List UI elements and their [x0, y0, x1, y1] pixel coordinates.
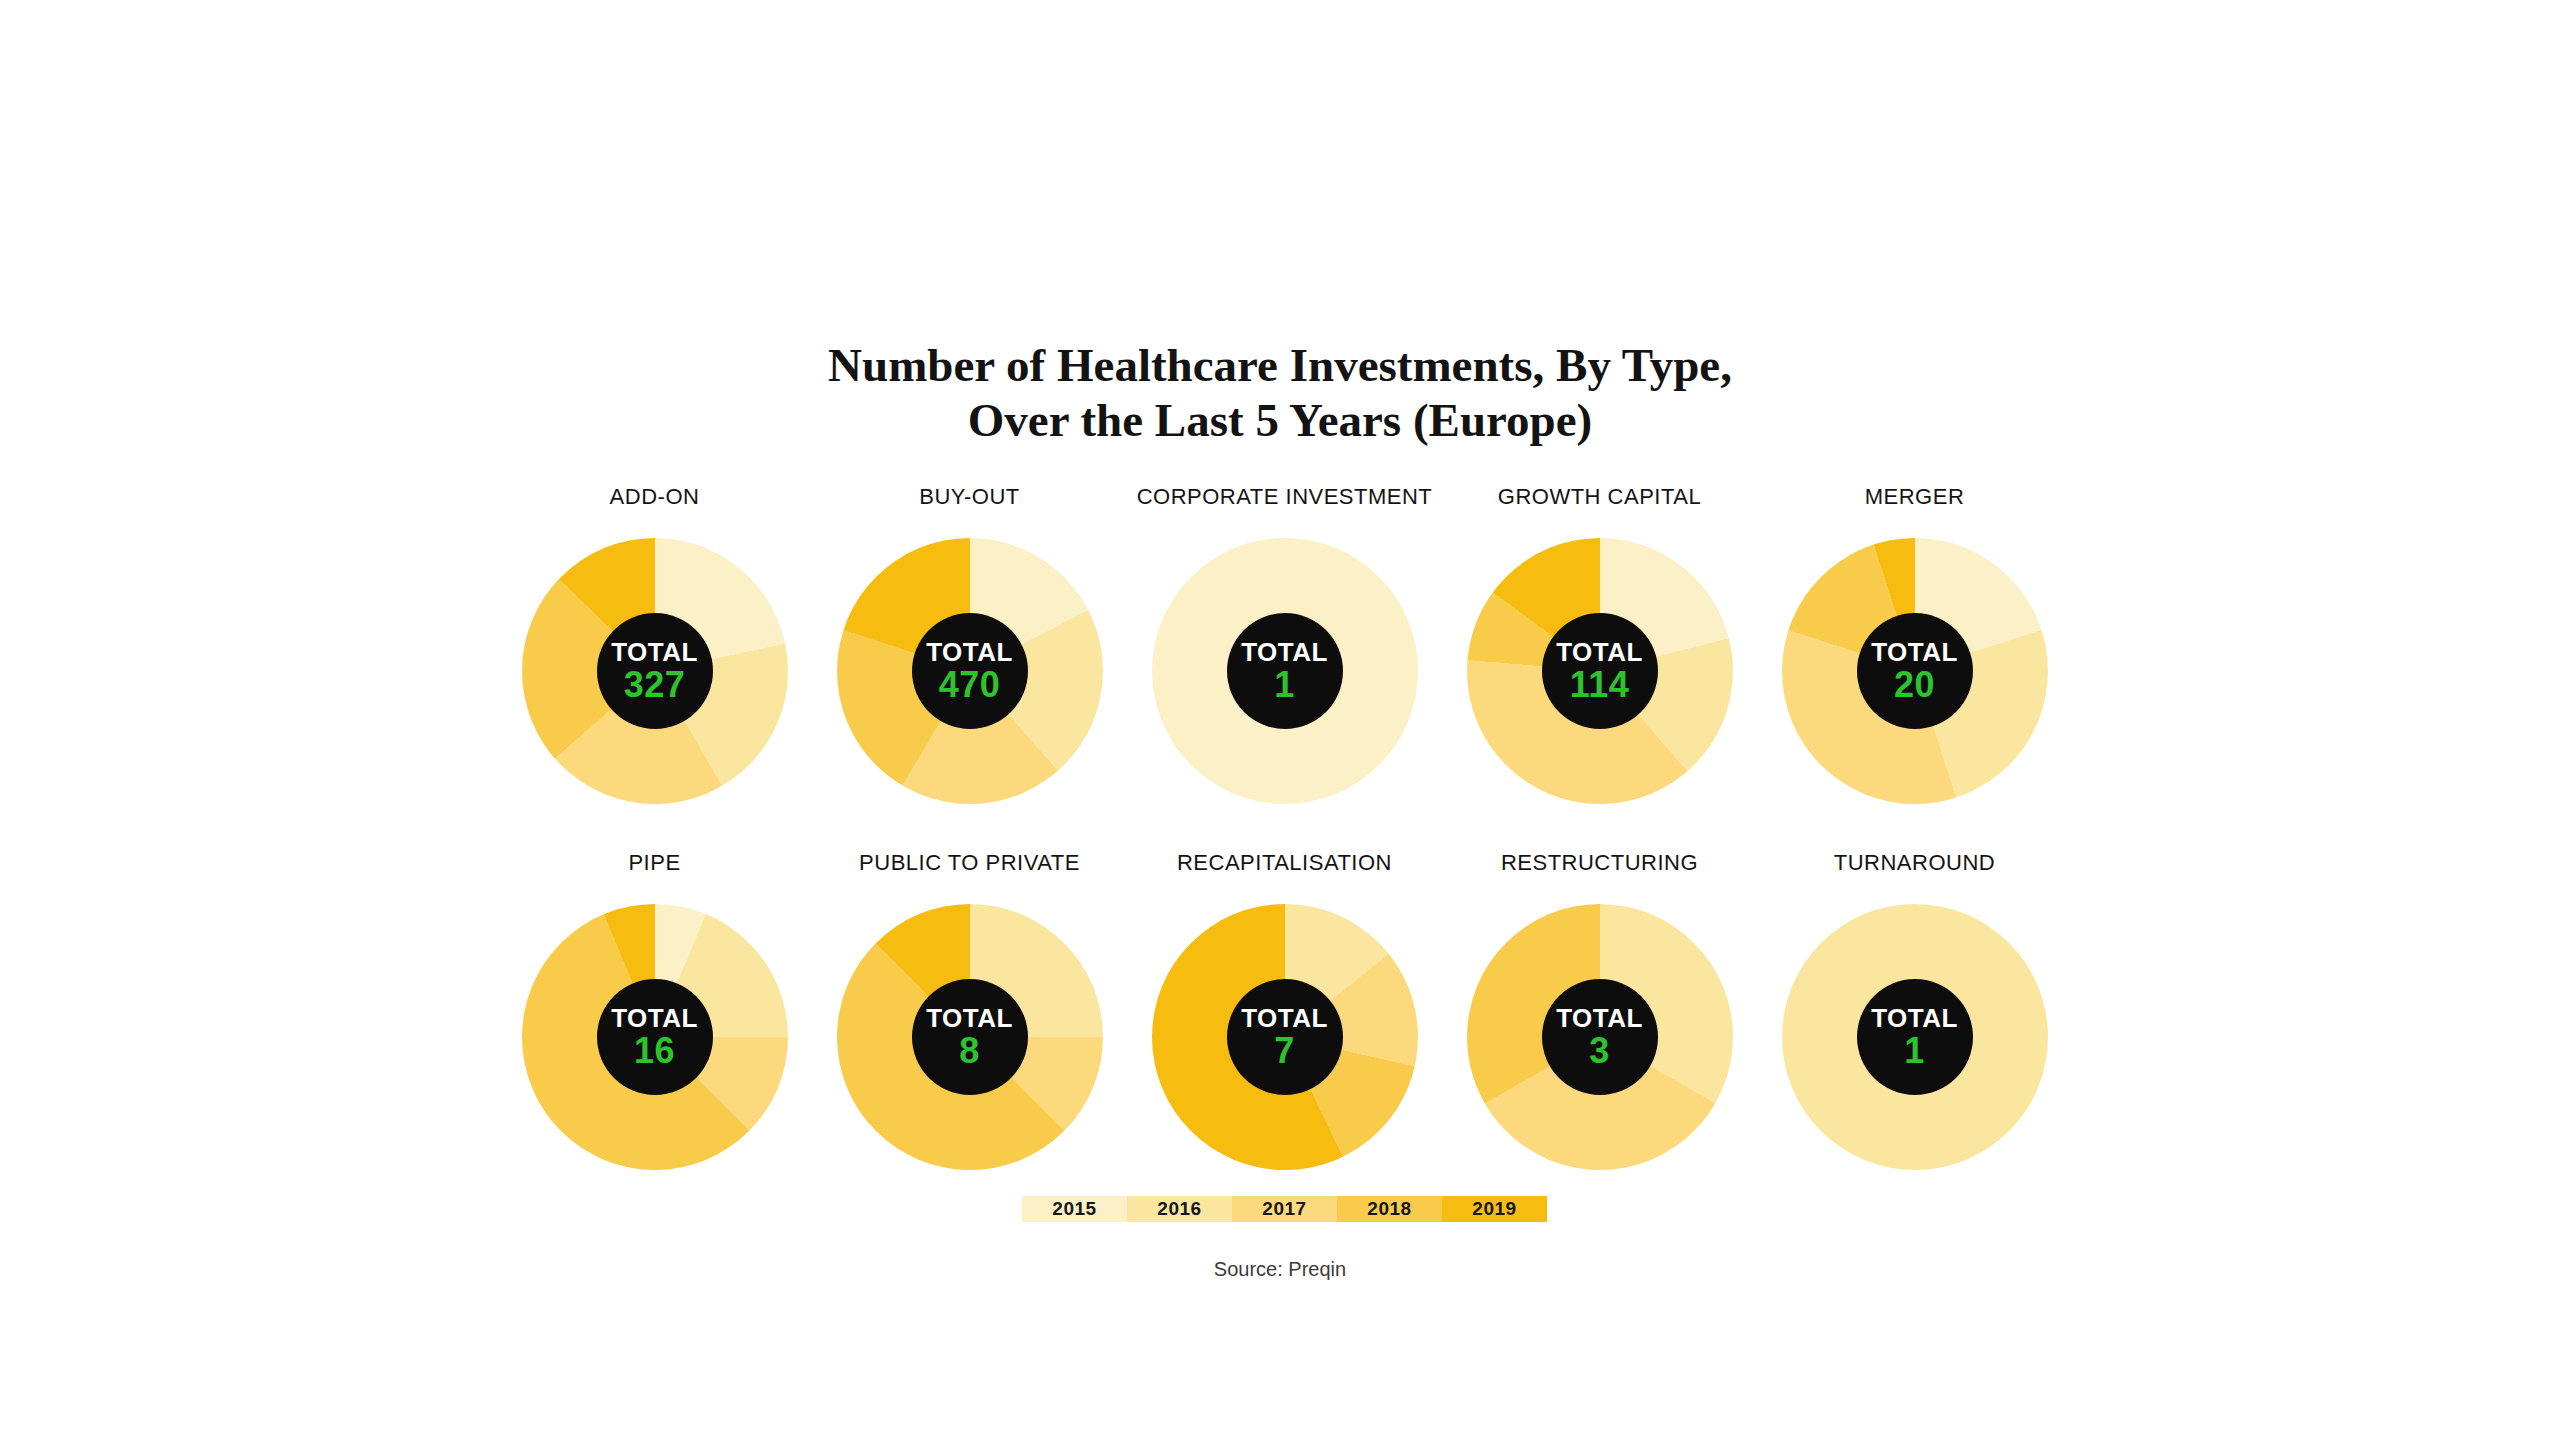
total-value: 327: [624, 666, 686, 704]
legend-item-2016: 2016: [1127, 1196, 1232, 1222]
pie-chart-add-on: ADD-ON TOTAL327: [497, 482, 812, 804]
pie-chart-title: CORPORATE INVESTMENT: [1137, 482, 1433, 512]
year-legend: 20152016201720182019: [1022, 1196, 1547, 1222]
page-title-line1: Number of Healthcare Investments, By Typ…: [0, 338, 2560, 393]
pie-chart-title: RECAPITALISATION: [1177, 848, 1392, 878]
total-value: 16: [634, 1032, 675, 1070]
pie-chart-title: PIPE: [628, 848, 680, 878]
legend-item-2017: 2017: [1232, 1196, 1337, 1222]
pie-ring: TOTAL1: [1152, 538, 1418, 804]
pie-chart-buy-out: BUY-OUT TOTAL470: [812, 482, 1127, 804]
pie-ring: TOTAL7: [1152, 904, 1418, 1170]
pie-center-disc: TOTAL8: [912, 979, 1028, 1095]
total-value: 114: [1570, 666, 1630, 704]
page-title: Number of Healthcare Investments, By Typ…: [0, 338, 2560, 448]
pie-center-disc: TOTAL1: [1857, 979, 1973, 1095]
total-value: 8: [959, 1032, 980, 1070]
pie-ring: TOTAL470: [837, 538, 1103, 804]
pie-charts-row-1: ADD-ONTOTAL327BUY-OUTTOTAL470CORPORATE I…: [497, 482, 2073, 804]
pie-center-disc: TOTAL3: [1542, 979, 1658, 1095]
total-value: 20: [1894, 666, 1935, 704]
total-value: 470: [939, 666, 1001, 704]
pie-ring: TOTAL1: [1782, 904, 2048, 1170]
pie-chart-restructuring: RESTRUCTURING TOTAL3: [1442, 848, 1757, 1170]
pie-center-disc: TOTAL7: [1227, 979, 1343, 1095]
page-title-line2: Over the Last 5 Years (Europe): [0, 393, 2560, 448]
pie-chart-public-to-private: PUBLIC TO PRIVATE TOTAL8: [812, 848, 1127, 1170]
pie-chart-title: ADD-ON: [610, 482, 700, 512]
pie-chart-title: TURNAROUND: [1834, 848, 1995, 878]
total-label: TOTAL: [611, 638, 698, 666]
pie-ring: TOTAL3: [1467, 904, 1733, 1170]
pie-ring: TOTAL327: [522, 538, 788, 804]
pie-center-disc: TOTAL1: [1227, 613, 1343, 729]
pie-chart-recapitalisation: RECAPITALISATION TOTAL7: [1127, 848, 1442, 1170]
total-label: TOTAL: [926, 638, 1013, 666]
pie-center-disc: TOTAL16: [597, 979, 713, 1095]
total-label: TOTAL: [1871, 638, 1958, 666]
pie-chart-title: MERGER: [1865, 482, 1965, 512]
total-label: TOTAL: [1871, 1004, 1958, 1032]
pie-chart-title: GROWTH CAPITAL: [1498, 482, 1701, 512]
total-value: 1: [1274, 666, 1295, 704]
pie-center-disc: TOTAL114: [1542, 613, 1658, 729]
pie-charts-grid: ADD-ONTOTAL327BUY-OUTTOTAL470CORPORATE I…: [497, 482, 2073, 1170]
infographic-page: Number of Healthcare Investments, By Typ…: [0, 0, 2560, 1440]
pie-center-disc: TOTAL327: [597, 613, 713, 729]
pie-ring: TOTAL20: [1782, 538, 2048, 804]
pie-ring: TOTAL16: [522, 904, 788, 1170]
pie-chart-corporate-investment: CORPORATE INVESTMENT TOTAL1: [1127, 482, 1442, 804]
pie-chart-merger: MERGER TOTAL20: [1757, 482, 2072, 804]
pie-chart-growth-capital: GROWTH CAPITAL TOTAL114: [1442, 482, 1757, 804]
pie-center-disc: TOTAL20: [1857, 613, 1973, 729]
legend-item-2015: 2015: [1022, 1196, 1127, 1222]
pie-center-disc: TOTAL470: [912, 613, 1028, 729]
pie-chart-title: RESTRUCTURING: [1501, 848, 1698, 878]
total-label: TOTAL: [1241, 638, 1328, 666]
pie-chart-turnaround: TURNAROUND TOTAL1: [1757, 848, 2072, 1170]
pie-charts-row-2: PIPETOTAL16PUBLIC TO PRIVATETOTAL8RECAPI…: [497, 848, 2073, 1170]
source-credit: Source: Preqin: [0, 1258, 2560, 1281]
total-label: TOTAL: [611, 1004, 698, 1032]
pie-ring: TOTAL114: [1467, 538, 1733, 804]
total-value: 7: [1274, 1032, 1295, 1070]
total-label: TOTAL: [926, 1004, 1013, 1032]
pie-ring: TOTAL8: [837, 904, 1103, 1170]
total-label: TOTAL: [1556, 1004, 1643, 1032]
pie-chart-title: BUY-OUT: [919, 482, 1019, 512]
legend-item-2019: 2019: [1442, 1196, 1547, 1222]
pie-chart-title: PUBLIC TO PRIVATE: [859, 848, 1080, 878]
total-label: TOTAL: [1241, 1004, 1328, 1032]
total-value: 1: [1904, 1032, 1925, 1070]
total-value: 3: [1589, 1032, 1610, 1070]
pie-chart-pipe: PIPE TOTAL16: [497, 848, 812, 1170]
total-label: TOTAL: [1556, 638, 1643, 666]
legend-item-2018: 2018: [1337, 1196, 1442, 1222]
